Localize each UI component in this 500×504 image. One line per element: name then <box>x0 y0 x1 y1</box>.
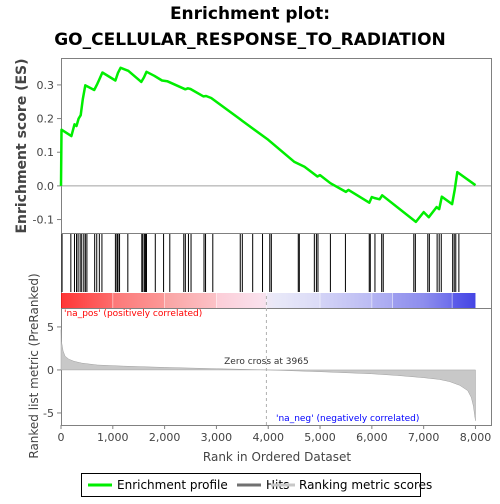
x-tick-label: 0 <box>58 431 65 444</box>
ranking-color-bar <box>61 293 476 308</box>
x-tick-label: 4,000 <box>252 431 284 444</box>
es-tick-label: 0.0 <box>37 180 55 193</box>
metric-axis-label: Ranked list metric (PreRanked) <box>27 273 41 458</box>
x-axis-label: Rank in Ordered Dataset <box>203 450 351 464</box>
x-tick-label: 2,000 <box>149 431 181 444</box>
ranking-metric-area <box>60 329 476 421</box>
es-tick-label: -0.1 <box>33 214 54 227</box>
zero-cross-label: Zero cross at 3965 <box>224 357 309 367</box>
hits-group <box>61 234 460 292</box>
x-tick-label: 7,000 <box>408 431 440 444</box>
colorbar-gradient-rect <box>61 293 476 308</box>
x-tick-label: 1,000 <box>97 431 129 444</box>
metric-tick-label: -5 <box>43 407 54 420</box>
x-tick-label: 5,000 <box>304 431 336 444</box>
metric-tick-label: 5 <box>47 321 54 334</box>
es-axis-ticks: -0.1 0.0 0.1 0.2 0.3 <box>33 79 61 227</box>
metric-tick-label: 0 <box>47 364 54 377</box>
x-tick-label: 8,000 <box>460 431 492 444</box>
legend-enrichment-label: Enrichment profile <box>117 478 228 492</box>
x-tick-label: 3,000 <box>201 431 233 444</box>
es-tick-label: 0.2 <box>37 113 55 126</box>
positive-correlation-label: 'na_pos' (positively correlated) <box>64 309 202 319</box>
legend-metric-label: Ranking metric scores <box>299 478 432 492</box>
es-tick-label: 0.1 <box>37 146 55 159</box>
metric-axis-ticks: -5 0 5 <box>43 321 61 420</box>
chart-title-line1: Enrichment plot: <box>170 4 330 24</box>
enrichment-profile-line <box>59 66 477 224</box>
negative-correlation-label: 'na_neg' (negatively correlated) <box>276 414 419 424</box>
es-tick-label: 0.3 <box>37 79 55 92</box>
x-axis-ticks: 0 1,000 2,000 3,000 4,000 5,000 6,000 7,000 8,00… <box>58 425 492 444</box>
es-axis-label: Enrichment score (ES) <box>14 58 30 233</box>
chart-title-line2: GO_CELLULAR_RESPONSE_TO_RADIATION <box>54 30 446 50</box>
x-tick-label: 6,000 <box>356 431 388 444</box>
